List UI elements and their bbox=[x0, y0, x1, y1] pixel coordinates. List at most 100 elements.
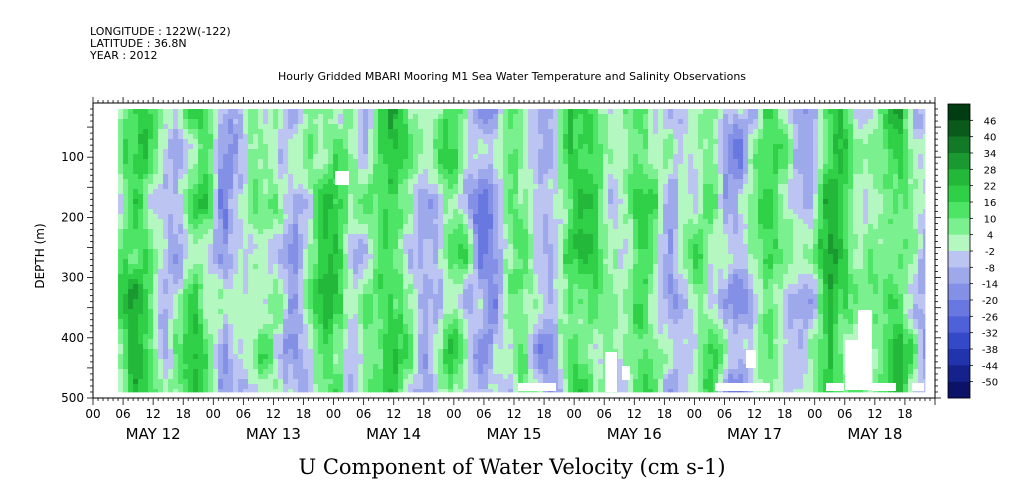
heatmap-cell bbox=[338, 359, 344, 365]
heatmap-cell bbox=[208, 369, 214, 375]
heatmap-cell bbox=[183, 364, 189, 370]
heatmap-cell bbox=[543, 124, 549, 130]
heatmap-cell bbox=[478, 229, 484, 235]
heatmap-cell bbox=[483, 379, 489, 385]
heatmap-cell bbox=[258, 339, 264, 345]
heatmap-cell bbox=[158, 354, 164, 360]
heatmap-cell bbox=[413, 254, 419, 260]
heatmap-cell bbox=[528, 249, 534, 255]
heatmap-cell bbox=[228, 204, 234, 210]
heatmap-cell bbox=[513, 179, 519, 185]
heatmap-cell bbox=[158, 279, 164, 285]
heatmap-cell bbox=[518, 369, 524, 375]
heatmap-cell bbox=[138, 179, 144, 185]
heatmap-cell bbox=[343, 299, 349, 305]
heatmap-cell bbox=[483, 184, 489, 190]
heatmap-cell bbox=[378, 359, 384, 365]
heatmap-cell bbox=[298, 359, 304, 365]
heatmap-cell bbox=[168, 259, 174, 265]
heatmap-cell bbox=[278, 204, 284, 210]
heatmap-cell bbox=[508, 244, 514, 250]
heatmap-cell bbox=[538, 254, 544, 260]
heatmap-cell bbox=[483, 234, 489, 240]
heatmap-cell bbox=[543, 194, 549, 200]
heatmap-cell bbox=[418, 114, 424, 120]
heatmap-cell bbox=[548, 309, 554, 315]
heatmap-cell bbox=[298, 264, 304, 270]
heatmap-cell bbox=[343, 219, 349, 225]
heatmap-cell bbox=[518, 299, 524, 305]
heatmap-cell bbox=[518, 189, 524, 195]
heatmap-cell bbox=[178, 389, 184, 393]
heatmap-cell bbox=[173, 339, 179, 345]
heatmap-cell bbox=[533, 229, 539, 235]
heatmap-cell bbox=[358, 384, 364, 390]
heatmap-cell bbox=[163, 134, 169, 140]
heatmap-cell bbox=[443, 249, 449, 255]
heatmap-cell bbox=[173, 344, 179, 350]
heatmap-cell bbox=[423, 244, 429, 250]
heatmap-cell bbox=[518, 114, 524, 120]
heatmap-cell bbox=[383, 179, 389, 185]
heatmap-cell bbox=[293, 359, 299, 365]
heatmap-cell bbox=[358, 129, 364, 135]
heatmap-cell bbox=[343, 374, 349, 380]
heatmap-cell bbox=[353, 389, 359, 393]
heatmap-cell bbox=[243, 299, 249, 305]
heatmap-cell bbox=[183, 204, 189, 210]
heatmap-cell bbox=[468, 139, 474, 145]
heatmap-cell bbox=[468, 114, 474, 120]
heatmap-cell bbox=[303, 179, 309, 185]
heatmap-cell bbox=[208, 344, 214, 350]
heatmap-cell bbox=[298, 379, 304, 385]
heatmap-cell bbox=[143, 319, 149, 325]
heatmap-cell bbox=[533, 349, 539, 355]
heatmap-cell bbox=[243, 329, 249, 335]
heatmap-cell bbox=[233, 224, 239, 230]
heatmap-cell bbox=[503, 354, 509, 360]
heatmap-cell bbox=[533, 374, 539, 380]
heatmap-cell bbox=[263, 224, 269, 230]
heatmap-cell bbox=[313, 384, 319, 390]
heatmap-cell bbox=[153, 154, 159, 160]
heatmap-cell bbox=[208, 319, 214, 325]
heatmap-cell bbox=[203, 249, 209, 255]
heatmap-cell bbox=[183, 219, 189, 225]
heatmap-cell bbox=[148, 364, 154, 370]
heatmap-cell bbox=[373, 124, 379, 130]
heatmap-cell bbox=[238, 134, 244, 140]
heatmap-cell bbox=[293, 149, 299, 155]
heatmap-cell bbox=[348, 149, 354, 155]
heatmap-cell bbox=[258, 304, 264, 310]
heatmap-cell bbox=[508, 179, 514, 185]
heatmap-cell bbox=[248, 344, 254, 350]
heatmap-cell bbox=[143, 374, 149, 380]
heatmap-cell bbox=[458, 379, 464, 385]
heatmap-cell bbox=[128, 359, 134, 365]
heatmap-cell bbox=[528, 319, 534, 325]
heatmap-cell bbox=[373, 119, 379, 125]
heatmap-cell bbox=[528, 124, 534, 130]
heatmap-cell bbox=[548, 229, 554, 235]
heatmap-cell bbox=[303, 259, 309, 265]
heatmap-cell bbox=[288, 329, 294, 335]
heatmap-cell bbox=[213, 169, 219, 175]
heatmap-cell bbox=[138, 149, 144, 155]
heatmap-cell bbox=[438, 249, 444, 255]
heatmap-cell bbox=[168, 169, 174, 175]
heatmap-cell bbox=[133, 319, 139, 325]
heatmap-cell bbox=[238, 314, 244, 320]
heatmap-cell bbox=[538, 144, 544, 150]
heatmap-cell bbox=[398, 199, 404, 205]
heatmap-cell bbox=[463, 164, 469, 170]
heatmap-cell bbox=[523, 114, 529, 120]
heatmap-cell bbox=[543, 244, 549, 250]
heatmap-cell bbox=[333, 314, 339, 320]
heatmap-cell bbox=[233, 289, 239, 295]
heatmap-cell bbox=[223, 199, 229, 205]
heatmap-cell bbox=[133, 119, 139, 125]
heatmap-cell bbox=[428, 209, 434, 215]
heatmap-cell bbox=[418, 244, 424, 250]
heatmap-cell bbox=[283, 314, 289, 320]
heatmap-cell bbox=[233, 324, 239, 330]
